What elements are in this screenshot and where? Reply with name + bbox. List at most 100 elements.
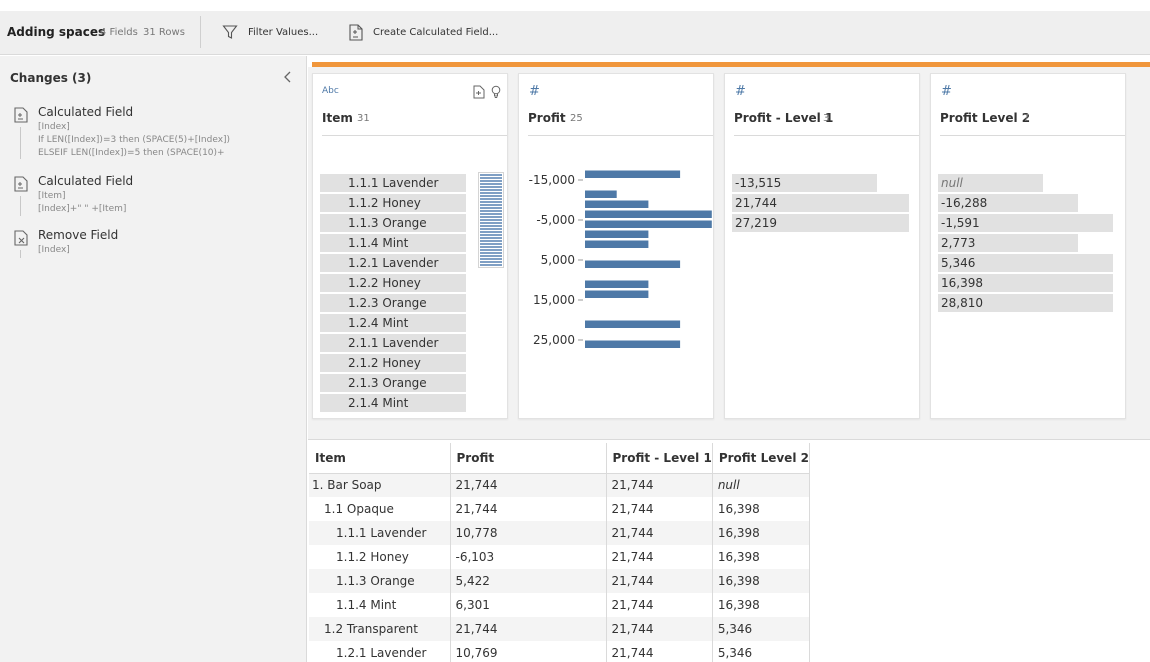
column-header-profit-level-2[interactable]: Profit Level 2 [712,443,810,474]
change-item[interactable]: Calculated Field [Item] [Index]+" " +[It… [14,174,294,220]
change-title: Calculated Field [38,105,134,119]
profile-card-profit-level-1[interactable]: # Profit - Level 1 3 -13,515 21,744 27,219 [724,73,920,419]
histogram-bar[interactable] [585,200,649,209]
histogram-bar[interactable] [585,340,681,349]
value-bar[interactable]: 16,398 [938,274,1113,292]
histogram-bar[interactable] [585,220,712,229]
histogram-bar[interactable] [585,240,649,249]
header-divider [528,135,713,136]
axis-tick-label: 5,000 [541,253,575,267]
histogram-bar[interactable] [585,210,712,219]
string-type-icon[interactable]: Abc [322,86,339,96]
cell-profit-level-2: 16,398 [712,521,810,545]
filter-values-button[interactable]: Filter Values... [222,20,318,44]
field-name: Profit - Level 1 [734,111,834,125]
value-bar[interactable]: 1.1.1 Lavender [320,174,466,192]
table-row[interactable]: 1.1.3 Orange 5,422 21,744 16,398 [309,569,810,593]
calculated-field-icon [349,23,363,41]
value-bar[interactable]: null [938,174,1043,192]
value-bar[interactable]: 27,219 [732,214,909,232]
value-bar[interactable]: -16,288 [938,194,1078,212]
value-bar[interactable]: 1.1.3 Orange [320,214,466,232]
profile-card-profit-level-2[interactable]: # Profit Level 2 7 null -16,288 -1,591 2,77… [930,73,1126,419]
histogram-bar[interactable] [585,260,681,269]
table-row[interactable]: 1.2 Transparent 21,744 21,744 5,346 [309,617,810,641]
profile-card-item[interactable]: Abc Item 31 1.1.1 Lavender 1.1.2 Honey 1.1… [312,73,508,419]
filter-icon [222,25,238,39]
cell-profit: 21,744 [450,497,607,521]
number-type-icon[interactable]: # [735,84,746,99]
cell-profit-level-1: 21,744 [606,521,713,545]
profit-histogram: -15,000 -5,000 5,000 15,000 25,000 [529,170,712,349]
table-row[interactable]: 1.1 Opaque 21,744 21,744 16,398 [309,497,810,521]
calculated-field-icon[interactable] [473,85,485,99]
histogram-bar[interactable] [585,290,649,299]
cell-profit-level-2: 16,398 [712,593,810,617]
value-bar[interactable]: 2.1.1 Lavender [320,334,466,352]
distinct-count: 25 [570,113,583,124]
cell-profit: -6,103 [450,545,607,569]
value-bar[interactable]: -1,591 [938,214,1113,232]
histogram-bar[interactable] [585,190,617,199]
table-row[interactable]: 1.1.1 Lavender 10,778 21,744 16,398 [309,521,810,545]
change-title: Remove Field [38,228,119,242]
value-bar[interactable]: 2.1.2 Honey [320,354,466,372]
cell-item: 1. Bar Soap [309,473,451,497]
histogram-bar[interactable] [585,280,649,289]
axis-tick-label: 25,000 [533,333,575,347]
change-item[interactable]: Calculated Field [Index] If LEN([Index])… [14,105,294,165]
table-row[interactable]: 1. Bar Soap 21,744 21,744 null [309,473,810,497]
value-bar[interactable]: 2.1.3 Orange [320,374,466,392]
cell-profit: 10,778 [450,521,607,545]
cell-profit-level-2: 16,398 [712,545,810,569]
cell-profit-level-1: 21,744 [606,641,713,662]
value-bar[interactable]: 1.2.3 Orange [320,294,466,312]
value-bar[interactable]: 1.2.4 Mint [320,314,466,332]
calculated-field-icon [14,107,28,123]
value-bar[interactable]: 1.2.2 Honey [320,274,466,292]
lightbulb-icon[interactable] [491,85,501,99]
value-bar[interactable]: -13,515 [732,174,877,192]
cell-item: 1.1.3 Orange [309,569,451,593]
column-header-item[interactable]: Item [309,443,451,474]
remove-field-icon [14,230,28,246]
change-item[interactable]: Remove Field [Index] [14,228,294,262]
cell-profit: 5,422 [450,569,607,593]
histogram-bar[interactable] [585,320,681,329]
distinct-count: 3 [823,113,830,124]
collapse-chevron-icon[interactable] [280,68,296,86]
cell-profit: 21,744 [450,473,607,497]
table-row[interactable]: 1.1.2 Honey -6,103 21,744 16,398 [309,545,810,569]
mini-scrollbar-thumb[interactable] [480,174,502,266]
change-detail: [Index]+" " +[Item] [38,204,127,214]
value-bar[interactable]: 1.2.1 Lavender [320,254,466,272]
value-bar[interactable]: 5,346 [938,254,1113,272]
header-divider [322,135,507,136]
cell-profit-level-1: 21,744 [606,593,713,617]
field-name: Item [322,111,353,125]
cell-profit-level-2: 5,346 [712,641,810,662]
cell-item: 1.1 Opaque [309,497,451,521]
column-header-profit[interactable]: Profit [450,443,607,474]
number-type-icon[interactable]: # [529,84,540,99]
table-row[interactable]: 1.1.4 Mint 6,301 21,744 16,398 [309,593,810,617]
create-calculated-field-button[interactable]: Create Calculated Field... [349,20,498,44]
field-count: 4 Fields [100,27,138,38]
value-bar[interactable]: 1.1.2 Honey [320,194,466,212]
histogram-bar[interactable] [585,170,681,179]
histogram-bar[interactable] [585,230,649,239]
cell-profit-level-1: 21,744 [606,497,713,521]
column-header-profit-level-1[interactable]: Profit - Level 1 [606,443,713,474]
distinct-count: 31 [357,113,370,124]
value-bar[interactable]: 2.1.4 Mint [320,394,466,412]
change-detail: ELSEIF LEN([Index])=5 then (SPACE(10)+ [38,148,225,158]
value-bar[interactable]: 28,810 [938,294,1113,312]
table-row[interactable]: 1.2.1 Lavender 10,769 21,744 5,346 [309,641,810,662]
value-bar[interactable]: 2,773 [938,234,1078,252]
number-type-icon[interactable]: # [941,84,952,99]
profile-card-profit[interactable]: # Profit 25 -15,000 -5,000 5,000 15,000 25,0… [518,73,714,419]
value-bar[interactable]: 1.1.4 Mint [320,234,466,252]
cell-profit: 10,769 [450,641,607,662]
value-bar[interactable]: 21,744 [732,194,909,212]
field-name: Profit Level 2 [940,111,1031,125]
